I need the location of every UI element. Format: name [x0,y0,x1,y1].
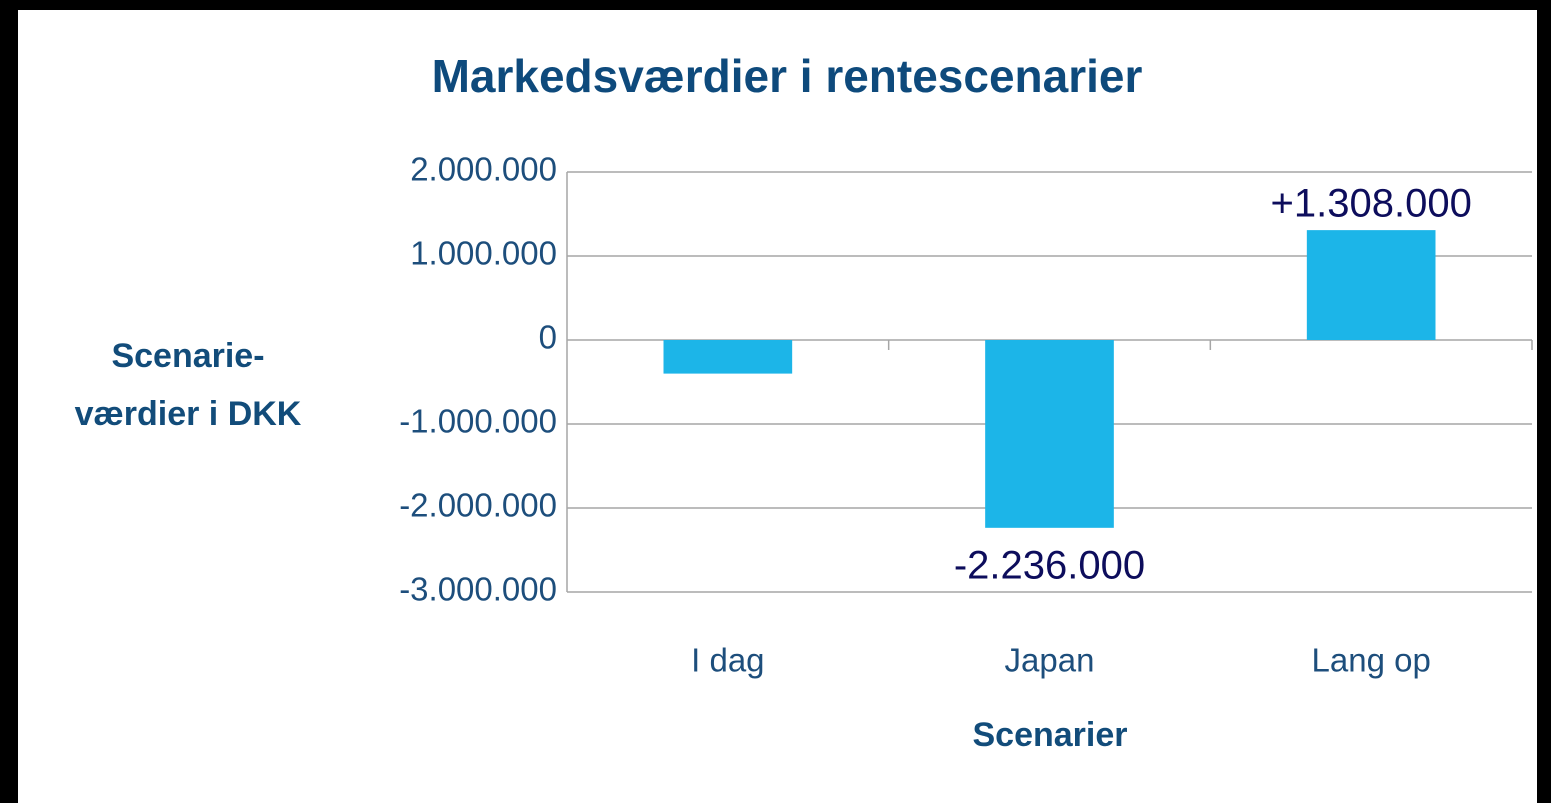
chart-title: Markedsværdier i rentescenarier [432,50,1143,102]
y-axis-label: værdier i DKK [75,395,302,433]
y-tick-label: 0 [539,319,557,356]
y-tick-label: 1.000.000 [410,235,557,272]
data-label: -2.236.000 [954,543,1145,587]
background [18,10,1537,803]
y-tick-label: -3.000.000 [399,571,557,608]
bar [1306,230,1436,340]
x-axis-label: Scenarier [973,716,1128,754]
data-label: +1.308.000 [1271,182,1472,226]
x-tick-label: I dag [691,642,764,679]
y-tick-label: 2.000.000 [410,151,557,188]
y-tick-label: -2.000.000 [399,487,557,524]
bar [663,340,793,374]
y-tick-label: -1.000.000 [399,403,557,440]
bar [985,340,1114,528]
x-tick-label: Japan [1005,642,1095,679]
x-tick-label: Lang op [1312,642,1431,679]
y-axis-label: Scenarie- [111,337,264,375]
